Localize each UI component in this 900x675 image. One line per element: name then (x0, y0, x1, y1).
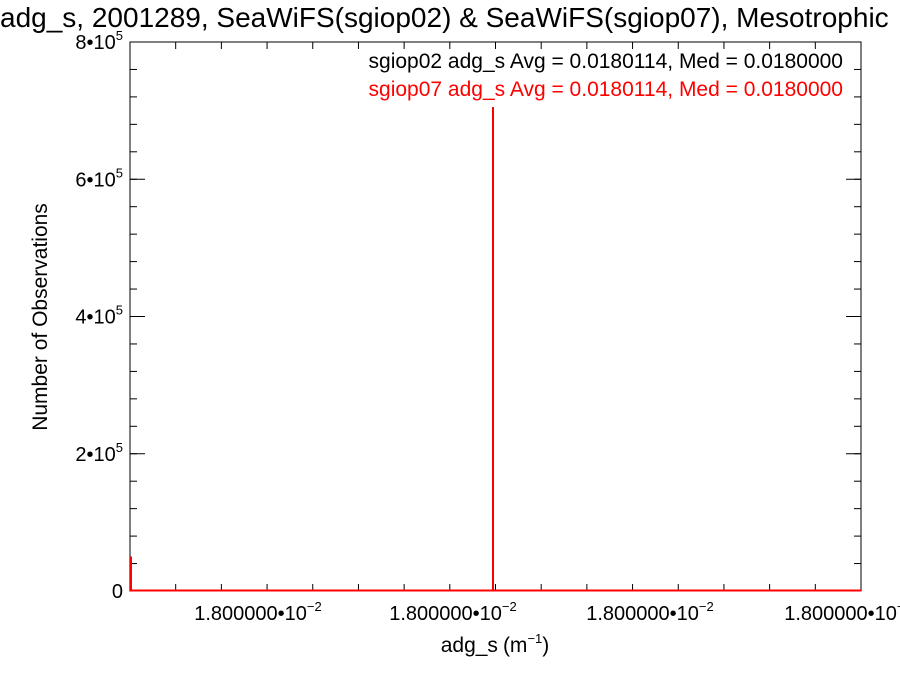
x-tick-label: 1.800000•10−2 (389, 599, 517, 625)
x-tick-label-exp: −2 (502, 599, 517, 614)
x-axis-unit-base: (m (503, 634, 528, 657)
x-tick-label-mantissa: 1.800000•10 (784, 603, 897, 625)
y-axis-title: Number of Observations (29, 203, 52, 431)
plot-frame (129, 41, 862, 592)
x-tick-label-exp: −2 (307, 599, 322, 614)
y-tick-label: 0 (112, 581, 123, 603)
x-axis-ticks: 1.800000•10−2 1.800000•10−2 1.800000•10−2 1… (129, 42, 900, 625)
y-tick-label-base: 4•10 (75, 307, 115, 329)
chart-title: adg_s, 2001289, SeaWiFS(sgiop02) & SeaWi… (0, 2, 889, 33)
x-axis-unit-close: ) (542, 634, 549, 657)
x-tick-label: 1.800000•10−2 (194, 599, 322, 625)
y-tick-label-exp: 5 (116, 303, 123, 318)
y-tick-label: 6•105 (75, 165, 123, 191)
y-tick-label: 2•105 (75, 440, 123, 466)
x-tick-label: 1.800000•10−2 (784, 599, 900, 625)
x-axis-unit-exp: −1 (527, 631, 542, 646)
y-tick-label-base: 2•10 (75, 444, 115, 466)
x-axis-title: adg_s (m−1) (441, 631, 550, 657)
y-tick-label-exp: 5 (116, 28, 123, 43)
y-tick-label: 8•105 (75, 28, 123, 54)
legend-sgiop02-stats: sgiop02 adg_s Avg = 0.0180114, Med = 0.0… (369, 50, 843, 73)
histogram-spikes (130, 107, 861, 592)
y-tick-label-base: 6•10 (75, 169, 115, 191)
y-tick-label-base: 8•10 (75, 32, 115, 54)
x-tick-label-mantissa: 1.800000•10 (194, 603, 307, 625)
x-tick-label-exp: −2 (699, 599, 714, 614)
y-tick-label-exp: 5 (116, 440, 123, 455)
x-tick-label: 1.800000•10−2 (586, 599, 714, 625)
x-axis-title-text: adg_s (441, 634, 498, 657)
x-tick-label-mantissa: 1.800000•10 (389, 603, 502, 625)
x-tick-label-exp: −2 (897, 599, 900, 614)
y-tick-label: 4•105 (75, 303, 123, 329)
y-minor-ticks (130, 41, 861, 592)
legend-sgiop07-stats: sgiop07 adg_s Avg = 0.0180114, Med = 0.0… (369, 78, 843, 101)
x-tick-label-mantissa: 1.800000•10 (586, 603, 699, 625)
y-tick-label-exp: 5 (116, 165, 123, 180)
